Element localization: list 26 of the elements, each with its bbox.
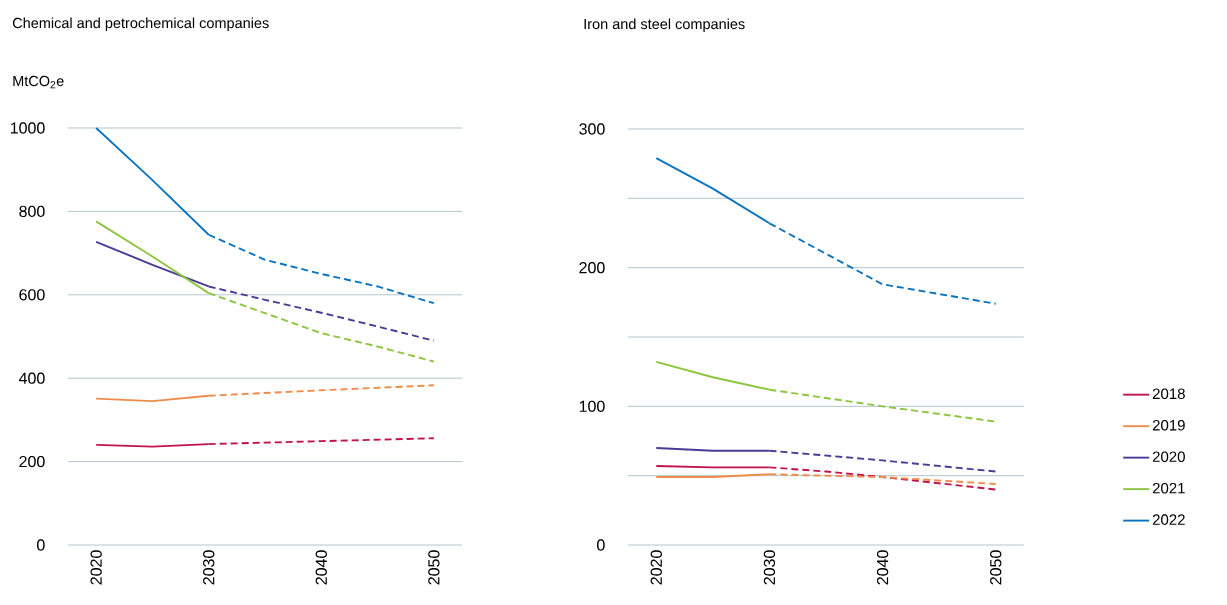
legend-label: 2020: [1152, 451, 1185, 462]
legend-label: 2018: [1152, 388, 1185, 400]
y-tick-label: 800: [19, 205, 45, 218]
legend-label: 2021: [1152, 482, 1185, 494]
x-tick-label: 2040: [315, 550, 327, 585]
chart-title: Chemical and petrochemical companies: [12, 17, 269, 32]
x-tick-label: 2030: [763, 550, 776, 585]
x-tick-label: 2020: [90, 550, 102, 585]
legend-label: 2022: [1152, 514, 1185, 525]
x-tick-label: 2040: [876, 550, 889, 585]
y-tick-label: 0: [37, 539, 45, 551]
y-tick-label: 600: [19, 289, 45, 301]
x-tick-label: 2020: [650, 550, 662, 585]
y-tick-label: 0: [597, 539, 605, 551]
y-tick-label: 200: [19, 455, 45, 468]
y-tick-label: 100: [579, 400, 605, 412]
x-tick-label: 2050: [990, 550, 1002, 585]
chart-title: Iron and steel companies: [584, 18, 745, 33]
y-tick-label: 200: [579, 262, 605, 274]
y-tick-label: 1000: [10, 122, 45, 134]
legend-label: 2019: [1152, 419, 1185, 431]
y-axis-title: MtCO$_{2}$e: [13, 75, 64, 89]
x-tick-label: 2030: [203, 550, 215, 585]
y-tick-label: 400: [18, 372, 45, 384]
y-tick-label: 300: [579, 123, 605, 135]
x-tick-label: 2050: [428, 550, 440, 585]
